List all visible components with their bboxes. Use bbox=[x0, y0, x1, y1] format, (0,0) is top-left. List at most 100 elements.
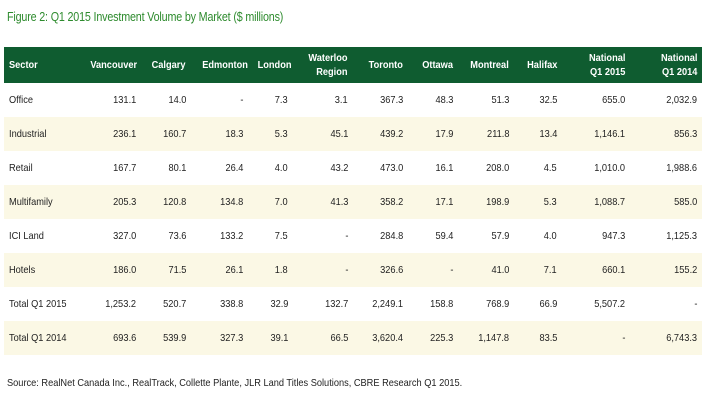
table-header: Sector Vancouver Calgary Edmonton London Wate… bbox=[4, 47, 702, 83]
table-cell: 16.1 bbox=[408, 151, 458, 185]
column-header: Calgary bbox=[141, 47, 191, 83]
table-cell: 236.1 bbox=[79, 117, 141, 151]
table-cell: 83.5 bbox=[514, 321, 562, 355]
row-label: Industrial bbox=[4, 117, 79, 151]
column-header: National Q1 2015 bbox=[562, 47, 630, 83]
row-label: ICI Land bbox=[4, 219, 79, 253]
table-cell: 26.4 bbox=[191, 151, 248, 185]
table-cell: 208.0 bbox=[458, 151, 514, 185]
source-note: Source: RealNet Canada Inc., RealTrack, … bbox=[7, 377, 463, 389]
table-cell: - bbox=[562, 321, 630, 355]
table-row: Multifamily 205.3 120.8 134.8 7.0 41.3 358.2 17… bbox=[4, 185, 702, 219]
table-cell: 367.3 bbox=[353, 83, 408, 117]
table-cell: 327.3 bbox=[191, 321, 248, 355]
table-row: Office 131.1 14.0-7.3 3.1 367.3 48.3 51.3 32.5 6… bbox=[4, 83, 702, 117]
table-cell: 160.7 bbox=[141, 117, 191, 151]
table-cell: 4.0 bbox=[248, 151, 293, 185]
column-header-line: Q1 2014 bbox=[661, 66, 697, 78]
column-header-line: London bbox=[257, 59, 292, 71]
table-cell: 3,620.4 bbox=[353, 321, 408, 355]
column-header-line: National bbox=[588, 52, 625, 64]
column-header-line: Sector bbox=[9, 59, 38, 71]
table-cell: 41.0 bbox=[458, 253, 514, 287]
table-cell: 17.1 bbox=[408, 185, 458, 219]
column-header-line: National bbox=[660, 52, 697, 64]
table-cell: 51.3 bbox=[458, 83, 514, 117]
table-cell: 80.1 bbox=[141, 151, 191, 185]
table-cell: 39.1 bbox=[248, 321, 293, 355]
column-header-line: Edmonton bbox=[202, 59, 248, 71]
table-cell: 7.1 bbox=[514, 253, 562, 287]
table-cell: 284.8 bbox=[353, 219, 408, 253]
table-cell: 32.5 bbox=[514, 83, 562, 117]
column-header-line: Calgary bbox=[152, 59, 186, 71]
table-cell: 45.1 bbox=[293, 117, 353, 151]
row-label: Hotels bbox=[4, 253, 79, 287]
table-cell: 1,988.6 bbox=[630, 151, 702, 185]
table-row: Hotels 186.0 71.5 26.1 1.8-326.6-41.0 7.1 660.… bbox=[4, 253, 702, 287]
table-cell: 158.8 bbox=[408, 287, 458, 321]
column-header: Toronto bbox=[353, 47, 408, 83]
table-cell: 205.3 bbox=[79, 185, 141, 219]
table-cell: 13.4 bbox=[514, 117, 562, 151]
table-cell: 5,507.2 bbox=[562, 287, 630, 321]
table-cell: 155.2 bbox=[630, 253, 702, 287]
table-cell: - bbox=[408, 253, 458, 287]
table-cell: 5.3 bbox=[514, 185, 562, 219]
table-cell: 520.7 bbox=[141, 287, 191, 321]
row-label: Total Q1 2015 bbox=[4, 287, 79, 321]
row-label: Office bbox=[4, 83, 79, 117]
table-cell: 2,249.1 bbox=[353, 287, 408, 321]
table-cell: - bbox=[630, 287, 702, 321]
table-cell: 186.0 bbox=[79, 253, 141, 287]
table-cell: 4.0 bbox=[514, 219, 562, 253]
table-cell: 473.0 bbox=[353, 151, 408, 185]
table-cell: 660.1 bbox=[562, 253, 630, 287]
table-cell: 41.3 bbox=[293, 185, 353, 219]
table-cell: 132.7 bbox=[293, 287, 353, 321]
table-cell: 1,147.8 bbox=[458, 321, 514, 355]
investment-table: Sector Vancouver Calgary Edmonton London Wate… bbox=[4, 47, 702, 355]
table-cell: 57.9 bbox=[458, 219, 514, 253]
column-header: Sector bbox=[4, 47, 79, 83]
table-cell: 439.2 bbox=[353, 117, 408, 151]
column-header: Halifax bbox=[514, 47, 562, 83]
column-header-line: Vancouver bbox=[90, 59, 138, 71]
header-row: Sector Vancouver Calgary Edmonton London Wate… bbox=[4, 47, 702, 83]
table-cell: 120.8 bbox=[141, 185, 191, 219]
table-cell: 18.3 bbox=[191, 117, 248, 151]
table-cell: 1.8 bbox=[248, 253, 293, 287]
column-header-line: Toronto bbox=[368, 59, 403, 71]
table-cell: 134.8 bbox=[191, 185, 248, 219]
table-cell: 66.9 bbox=[514, 287, 562, 321]
table-cell: 6,743.3 bbox=[630, 321, 702, 355]
table-cell: - bbox=[191, 83, 248, 117]
table-body: Office 131.1 14.0-7.3 3.1 367.3 48.3 51.3 32.5 6… bbox=[4, 83, 702, 355]
table-cell: 73.6 bbox=[141, 219, 191, 253]
table-cell: 1,146.1 bbox=[562, 117, 630, 151]
table-cell: 326.6 bbox=[353, 253, 408, 287]
table-cell: 1,088.7 bbox=[562, 185, 630, 219]
table-cell: 7.5 bbox=[248, 219, 293, 253]
figure-title: Figure 2: Q1 2015 Investment Volume by M… bbox=[7, 10, 284, 24]
table-cell: 3.1 bbox=[293, 83, 353, 117]
column-header-line: Ottawa bbox=[422, 59, 453, 71]
column-header-line: Halifax bbox=[526, 59, 557, 71]
column-header-line: Waterloo bbox=[308, 52, 348, 64]
column-header: Edmonton bbox=[191, 47, 248, 83]
table-cell: 225.3 bbox=[408, 321, 458, 355]
table-cell: 133.2 bbox=[191, 219, 248, 253]
table-cell: 17.9 bbox=[408, 117, 458, 151]
row-label: Total Q1 2014 bbox=[4, 321, 79, 355]
table-row: Retail 167.7 80.1 26.4 4.0 43.2 473.0 16.1 208.0… bbox=[4, 151, 702, 185]
table-cell: 211.8 bbox=[458, 117, 514, 151]
table-row: Total Q1 2014 693.6 539.9 327.3 39.1 66.5 3,62… bbox=[4, 321, 702, 355]
table-cell: - bbox=[293, 253, 353, 287]
column-header-line: Montreal bbox=[470, 59, 509, 71]
table-row: Total Q1 2015 1,253.2 520.7 338.8 32.9 132.7 2… bbox=[4, 287, 702, 321]
table-cell: 693.6 bbox=[79, 321, 141, 355]
column-header: Montreal bbox=[458, 47, 514, 83]
table-cell: 7.0 bbox=[248, 185, 293, 219]
table-cell: 539.9 bbox=[141, 321, 191, 355]
